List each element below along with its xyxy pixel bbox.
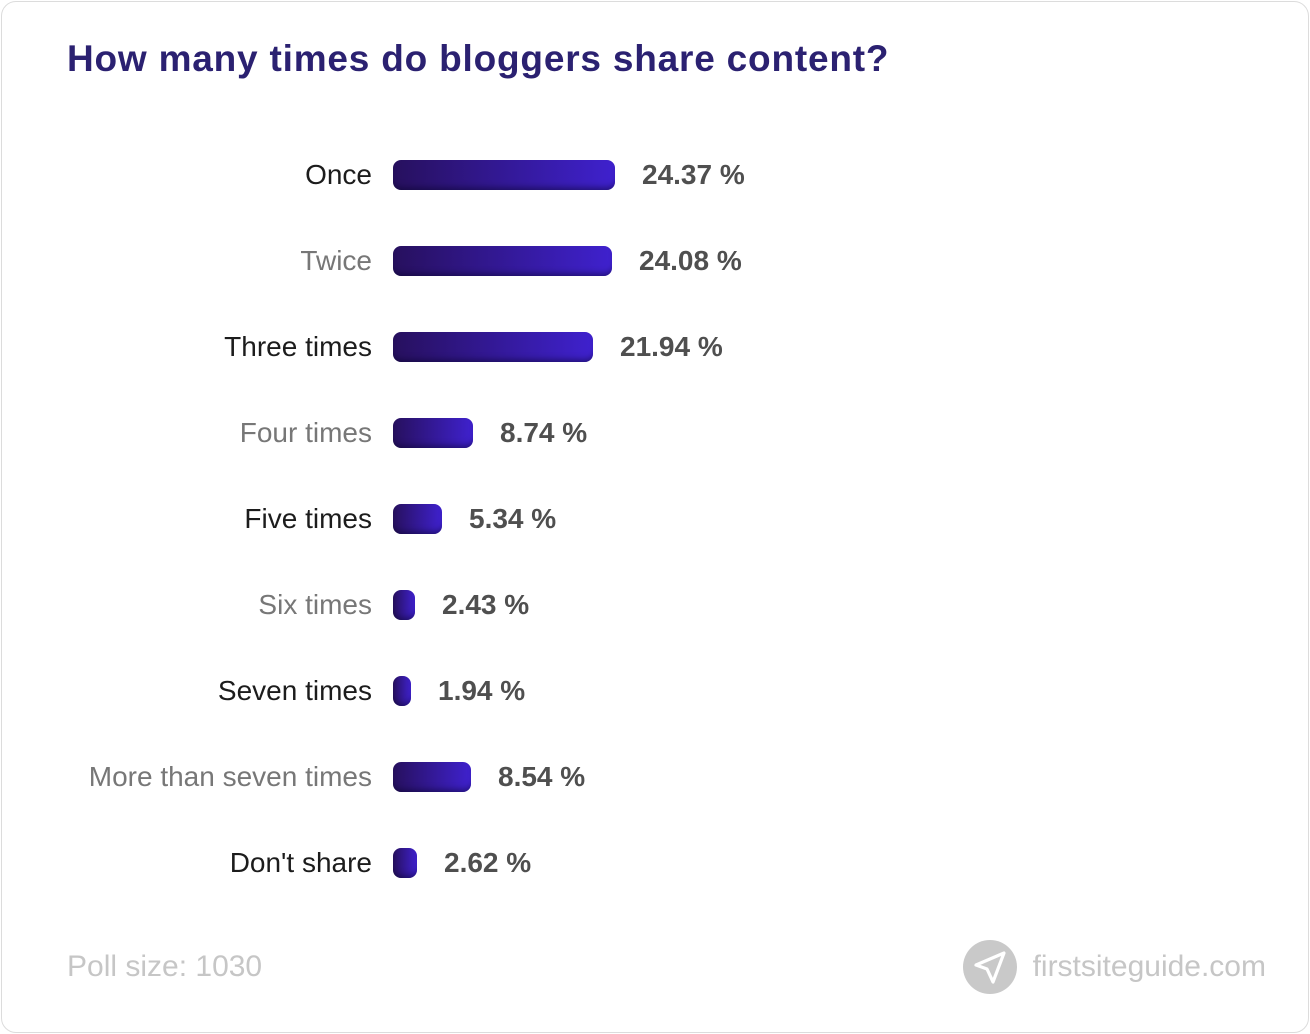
value-label: 24.37 % (642, 159, 745, 190)
bar (393, 504, 442, 534)
category-label: Once (305, 159, 372, 190)
value-label: 1.94 % (438, 675, 526, 706)
category-label: Three times (224, 331, 372, 362)
bar-chart: Once 24.37 % Twice 24.08 % Three times 2… (2, 132, 1308, 906)
bar-row: Twice 24.08 % (2, 218, 1308, 304)
bar (393, 160, 615, 190)
category-label: Seven times (217, 675, 372, 706)
value-label: 2.62 % (444, 847, 532, 878)
brand-text: firstsiteguide.com (1032, 950, 1266, 983)
value-label: 21.94 % (620, 331, 723, 362)
bar (393, 418, 473, 448)
value-label: 2.43 % (442, 589, 530, 620)
category-label: Don't share (229, 847, 372, 878)
chart-title: How many times do bloggers share content… (67, 38, 890, 79)
value-label: 8.74 % (500, 417, 588, 448)
footer: Poll size: 1030 firstsiteguide.com (67, 940, 1266, 994)
poll-size-text: Poll size: 1030 (67, 950, 263, 983)
bar (393, 762, 471, 792)
category-label: Twice (300, 245, 372, 276)
bar-row: Four times 8.74 % (2, 390, 1308, 476)
bar (393, 590, 415, 620)
category-label: More than seven times (88, 761, 372, 792)
bar (393, 676, 411, 706)
category-label: Six times (258, 589, 372, 620)
bar-row: Three times 21.94 % (2, 304, 1308, 390)
bar-row: More than seven times 8.54 % (2, 734, 1308, 820)
bar-row: Seven times 1.94 % (2, 648, 1308, 734)
bar (393, 848, 417, 878)
category-label: Five times (244, 503, 372, 534)
value-label: 5.34 % (469, 503, 557, 534)
bar-row: Five times 5.34 % (2, 476, 1308, 562)
category-label: Four times (239, 417, 372, 448)
bar-row: Six times 2.43 % (2, 562, 1308, 648)
paper-plane-icon (962, 940, 1017, 994)
bar (393, 332, 593, 362)
bar-row: Once 24.37 % (2, 132, 1308, 218)
bar (393, 246, 612, 276)
brand: firstsiteguide.com (962, 940, 1266, 994)
value-label: 24.08 % (639, 245, 742, 276)
value-label: 8.54 % (498, 761, 586, 792)
bar-row: Don't share 2.62 % (2, 820, 1308, 906)
